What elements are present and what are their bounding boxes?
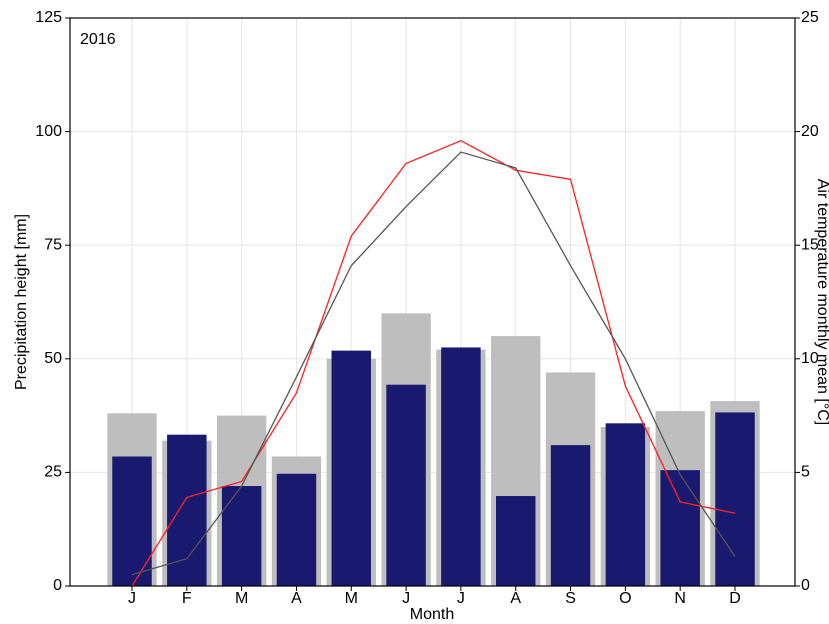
y2-tick-label: 5 (801, 464, 810, 481)
x-tick-label: D (729, 590, 741, 607)
bar (605, 423, 646, 586)
bar (386, 384, 426, 586)
x-tick-label: M (235, 590, 248, 607)
bar (715, 412, 755, 586)
y2-tick-label: 20 (801, 123, 819, 140)
bar (660, 470, 700, 586)
line (131, 139, 736, 587)
x-tick-label: A (510, 590, 521, 607)
x-tick-label: O (619, 590, 631, 607)
marks (107, 139, 760, 587)
bar (276, 473, 317, 586)
x-tick-label: M (345, 590, 358, 607)
bar (550, 445, 591, 586)
bar (112, 456, 152, 586)
y2-tick-label: 0 (801, 577, 810, 594)
bar (331, 350, 372, 586)
x-axis-title: Month (410, 606, 454, 623)
y-tick-label: 100 (35, 123, 62, 140)
bar (495, 496, 536, 586)
y-axis-title: Precipitation height [mm] (13, 214, 30, 390)
plot-border (69, 17, 796, 587)
x-tick-label: J (128, 590, 136, 607)
x-tick-label: J (402, 590, 410, 607)
bar (441, 347, 481, 586)
x-tick-label: S (565, 590, 576, 607)
y-tick-label: 0 (53, 577, 62, 594)
y-tick-label: 75 (44, 236, 62, 253)
x-tick-label: N (674, 590, 686, 607)
y-tick-label: 50 (44, 350, 62, 367)
y2-axis-title: Air temperature monthly mean [°C] (814, 179, 829, 426)
y2-tick-label: 10 (801, 350, 819, 367)
bar (167, 434, 207, 586)
y2-tick-label: 15 (801, 236, 819, 253)
y2-tick-label: 25 (801, 9, 819, 26)
bar (221, 486, 262, 586)
y-tick-label: 125 (35, 9, 62, 26)
x-tick-label: A (291, 590, 302, 607)
x-tick-label: F (182, 590, 192, 607)
y-tick-label: 25 (44, 464, 62, 481)
x-tick-label: J (457, 590, 465, 607)
annotation: 2016 (80, 31, 116, 48)
line (131, 151, 736, 576)
